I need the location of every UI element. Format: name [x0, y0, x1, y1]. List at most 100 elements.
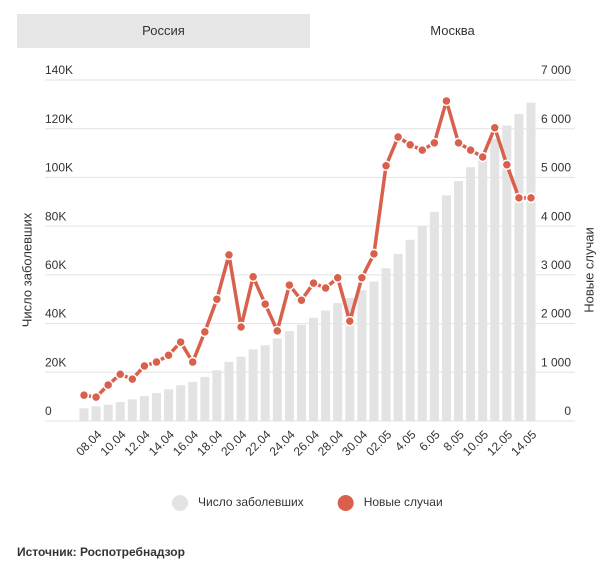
- bar: [272, 338, 282, 421]
- bar: [260, 345, 270, 421]
- x-tick-label: 14.04: [146, 427, 177, 458]
- line-point: [368, 248, 380, 260]
- line-point: [501, 159, 513, 171]
- bar: [236, 356, 246, 421]
- line-point: [465, 144, 476, 156]
- line-point: [308, 277, 319, 289]
- line-point: [356, 272, 368, 284]
- y2-tick-label: 4 000: [541, 209, 571, 223]
- legend-swatch: [337, 495, 354, 511]
- bar: [91, 406, 101, 421]
- line-point: [513, 192, 525, 204]
- y2-tick-label: 2 000: [541, 307, 571, 321]
- y-tick-label: 0: [45, 404, 52, 418]
- bar: [333, 303, 343, 421]
- x-tick-label: 14.05: [508, 427, 539, 458]
- bar: [502, 125, 512, 422]
- x-tick-label: 12.05: [484, 427, 515, 458]
- bar: [200, 376, 210, 421]
- line-point: [90, 391, 102, 403]
- bar: [79, 408, 89, 421]
- bar: [248, 349, 258, 421]
- x-tick-label: 12.04: [122, 427, 153, 458]
- line-point: [272, 325, 283, 337]
- y-axis-title: Число заболевших: [19, 212, 34, 327]
- bar: [466, 167, 476, 421]
- y-tick-label: 40K: [45, 307, 66, 321]
- bar: [224, 361, 234, 421]
- y2-tick-label: 3 000: [541, 258, 571, 272]
- y-tick-label: 60K: [45, 258, 66, 272]
- x-tick-label: 02.05: [363, 427, 394, 458]
- line-point: [429, 137, 440, 149]
- legend-label: Новые случаи: [364, 495, 443, 509]
- line-point: [392, 131, 404, 143]
- y-tick-label: 80K: [45, 209, 66, 223]
- bar: [127, 399, 137, 421]
- bar: [188, 381, 198, 421]
- y-tick-label: 120K: [45, 112, 73, 126]
- x-tick-label: 18.04: [194, 427, 225, 458]
- line-point: [114, 368, 126, 380]
- line-point: [139, 360, 150, 372]
- line-point: [489, 122, 501, 133]
- tab[interactable]: Россия: [17, 14, 310, 48]
- x-tick-label: 10.05: [460, 427, 491, 458]
- y-tick-label: 140K: [45, 63, 73, 77]
- tab-active[interactable]: Москва: [310, 14, 595, 48]
- line-point: [223, 249, 235, 261]
- bar: [357, 290, 367, 421]
- source: Источник: Роспотребнадзор: [17, 545, 185, 559]
- x-tick-label: 30.04: [339, 427, 370, 458]
- bar: [381, 268, 391, 421]
- line-point: [163, 349, 174, 361]
- line-point: [102, 379, 114, 391]
- line-point: [151, 356, 162, 368]
- bar: [478, 153, 488, 422]
- line-point: [417, 144, 428, 156]
- line-point: [78, 389, 90, 401]
- x-tick-label: 6.05: [416, 427, 443, 454]
- bar: [321, 310, 331, 421]
- bar: [309, 317, 319, 421]
- line-point: [344, 315, 356, 327]
- line-point: [127, 373, 138, 385]
- line-point: [259, 298, 271, 310]
- bar: [151, 392, 161, 421]
- line-point: [199, 326, 211, 338]
- line-point: [284, 279, 295, 291]
- y2-tick-label: 5 000: [541, 161, 571, 175]
- bar: [212, 370, 222, 421]
- line-point: [247, 271, 259, 283]
- line-point: [332, 272, 343, 284]
- x-tick-label: 28.04: [315, 427, 346, 458]
- y2-tick-label: 6 000: [541, 112, 571, 126]
- line: [83, 99, 531, 399]
- line-point: [211, 293, 223, 305]
- y-tick-label: 20K: [45, 355, 66, 369]
- legend-swatch: [172, 495, 188, 511]
- bar: [115, 402, 125, 421]
- x-tick-label: 22.04: [242, 427, 273, 458]
- bar: [296, 324, 306, 421]
- bar: [164, 389, 174, 421]
- x-tick-label: 26.04: [291, 427, 322, 458]
- line-point: [320, 282, 331, 294]
- y2-axis-title: Новые случаи: [581, 227, 596, 313]
- bar: [345, 297, 355, 421]
- bar: [284, 331, 294, 421]
- y2-tick-label: 7 000: [541, 63, 571, 77]
- bar: [139, 396, 149, 421]
- line-point: [187, 356, 198, 368]
- bar: [405, 239, 415, 421]
- bar: [441, 195, 451, 421]
- y2-tick-label: 0: [564, 404, 571, 418]
- line-point: [380, 160, 392, 171]
- bar: [514, 114, 524, 421]
- line-point: [441, 95, 452, 107]
- bar: [417, 225, 427, 421]
- bar: [369, 281, 379, 421]
- x-tick-label: 20.04: [218, 427, 249, 458]
- x-tick-label: 08.04: [73, 427, 104, 458]
